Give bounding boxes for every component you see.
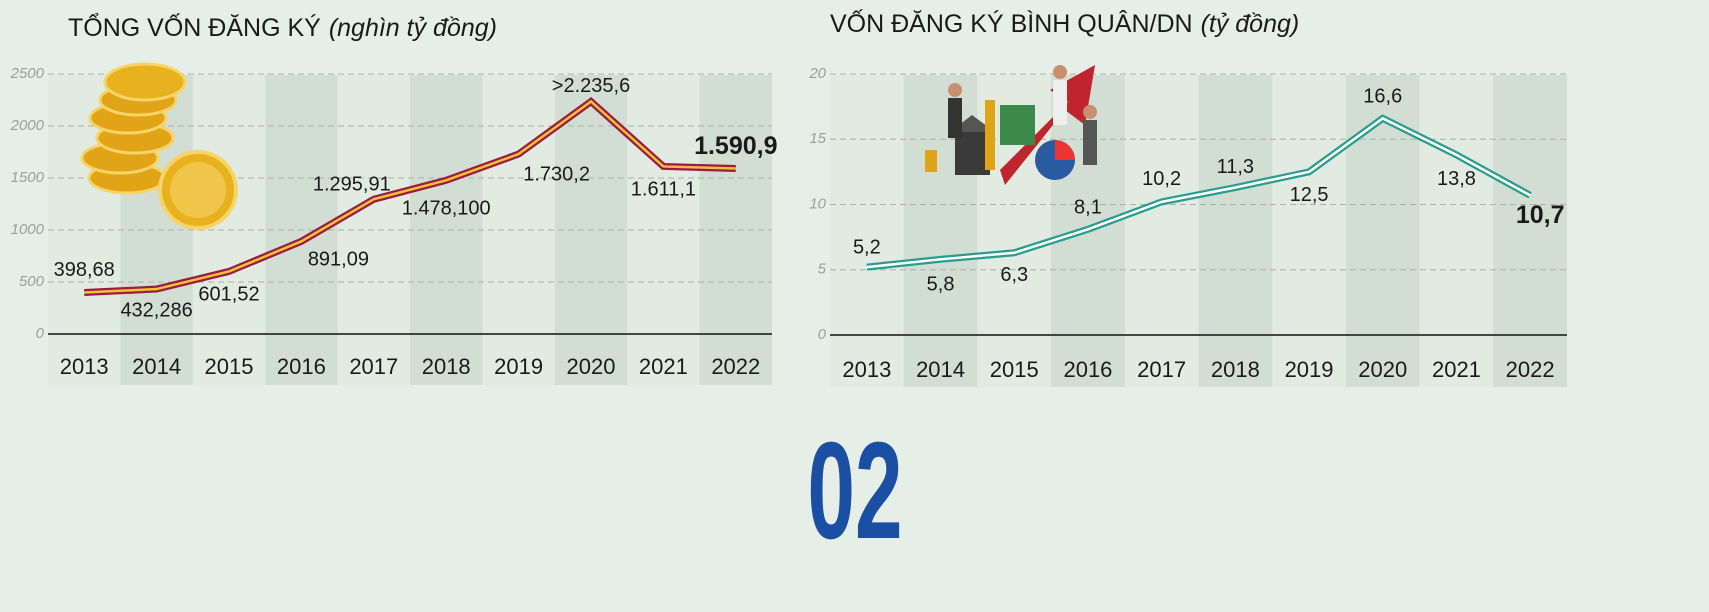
x-tick-label: 2021 — [639, 354, 688, 379]
value-label: 601,52 — [198, 284, 259, 306]
line-highlight — [84, 99, 736, 294]
value-label: 10,7 — [1516, 201, 1565, 229]
y-tick-label: 15 — [809, 130, 826, 147]
y-tick-label: 10 — [809, 195, 826, 212]
y-tick-label: 2500 — [10, 65, 45, 82]
x-tick-label: 2016 — [1063, 357, 1112, 382]
y-tick-label: 5 — [818, 261, 827, 278]
value-label: 398,68 — [54, 259, 115, 281]
title-unit: (tỷ đồng) — [1201, 10, 1300, 38]
coins-icon — [80, 62, 238, 230]
title-text: TỔNG VỐN ĐĂNG KÝ — [68, 12, 321, 42]
x-tick-label: 2014 — [132, 354, 181, 379]
x-tick-label: 2017 — [1137, 357, 1186, 382]
y-tick-label: 0 — [36, 325, 45, 342]
chart: VỐN ĐĂNG KÝ BÌNH QUÂN/DN (tỷ đồng) 0 5 10 15 2… — [808, 8, 1567, 387]
x-tick-label: 2020 — [1358, 357, 1407, 382]
chart-title: TỔNG VỐN ĐĂNG KÝ (nghìn tỷ đồng) — [68, 12, 497, 42]
x-tick-label: 2021 — [1432, 357, 1481, 382]
x-tick-label: 2018 — [1211, 357, 1260, 382]
y-tick-label: 0 — [818, 326, 827, 343]
value-label: 1.295,91 — [313, 174, 391, 196]
x-tick-label: 2016 — [277, 354, 326, 379]
title-unit: (nghìn tỷ đồng) — [329, 14, 497, 42]
x-tick-label: 2014 — [916, 357, 965, 382]
value-label: 13,8 — [1437, 168, 1476, 190]
x-tick-label: 2020 — [567, 354, 616, 379]
charts: TỔNG VỐN ĐĂNG KÝ (nghìn tỷ đồng) 0 500 1000 1… — [10, 8, 1567, 387]
x-tick-label: 2015 — [205, 354, 254, 379]
x-tick-label: 2017 — [349, 354, 398, 379]
value-label: 8,1 — [1074, 197, 1102, 219]
x-tick-label: 2019 — [494, 354, 543, 379]
value-label: 1.478,100 — [402, 198, 491, 220]
value-label: 1.730,2 — [523, 163, 590, 185]
value-label: 432,286 — [120, 299, 192, 321]
value-label: 16,6 — [1363, 86, 1402, 108]
x-tick-label: 2013 — [842, 357, 891, 382]
y-tick-label: 500 — [19, 273, 45, 290]
value-label: >2.235,6 — [552, 75, 630, 97]
value-label: 5,8 — [927, 274, 955, 296]
chart-title: VỐN ĐĂNG KÝ BÌNH QUÂN/DN (tỷ đồng) — [830, 8, 1299, 38]
value-label: 1.611,1 — [631, 179, 696, 201]
value-label: 6,3 — [1000, 264, 1028, 286]
y-tick-label: 1500 — [11, 169, 45, 186]
x-tick-label: 2022 — [711, 354, 760, 379]
chart: TỔNG VỐN ĐĂNG KÝ (nghìn tỷ đồng) 0 500 1000 1… — [10, 12, 778, 385]
x-tick-label: 2013 — [60, 354, 109, 379]
title-text: VỐN ĐĂNG KÝ BÌNH QUÂN/DN — [830, 8, 1193, 38]
y-tick-label: 2000 — [10, 117, 45, 134]
page-number: 02 — [807, 414, 902, 568]
business-icon — [925, 65, 1097, 185]
band — [1198, 75, 1273, 387]
band — [1493, 75, 1567, 387]
value-label: 5,2 — [853, 236, 881, 258]
x-tick-label: 2015 — [990, 357, 1039, 382]
line-highlight — [866, 116, 1531, 269]
value-label: 1.590,9 — [694, 132, 777, 160]
x-tick-label: 2018 — [422, 354, 471, 379]
y-tick-label: 20 — [808, 65, 826, 82]
value-label: 11,3 — [1217, 156, 1254, 178]
value-label: 10,2 — [1142, 168, 1181, 190]
y-tick-label: 1000 — [11, 221, 45, 238]
value-label: 891,09 — [308, 249, 369, 271]
x-tick-label: 2019 — [1285, 357, 1334, 382]
x-tick-label: 2022 — [1506, 357, 1555, 382]
value-label: 12,5 — [1290, 184, 1329, 206]
